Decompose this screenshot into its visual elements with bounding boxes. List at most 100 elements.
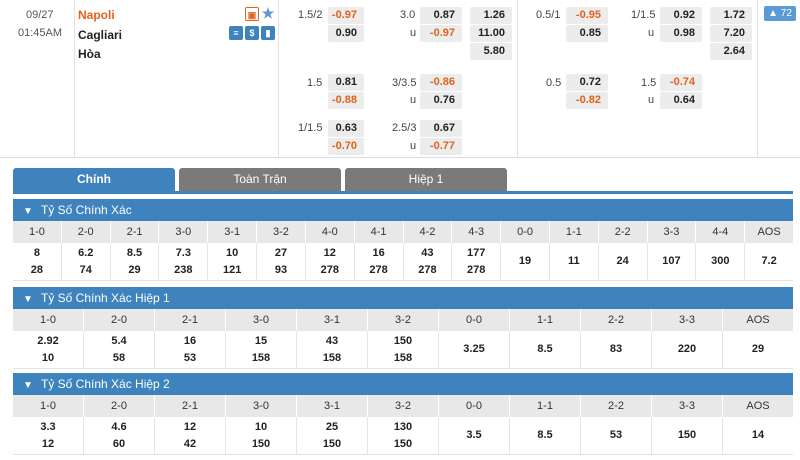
odds-cell[interactable]: 14 [723, 417, 793, 454]
section-header[interactable]: ▼ Tỷ Số Chính Xác [13, 199, 793, 221]
score-header-cell: 1-1 [550, 221, 599, 243]
ft-handicap-home-odds[interactable]: -0.97 [328, 7, 364, 24]
h1-total-over-odds[interactable]: 0.92 [660, 7, 702, 24]
odds-cell[interactable]: 3.25 [439, 331, 510, 368]
stats-icon[interactable]: ≡ [229, 26, 243, 40]
odds-cell[interactable]: 43 278 [404, 243, 453, 280]
ft-handicap-away-odds[interactable]: -0.88 [328, 92, 364, 109]
odds-value: 177 [467, 246, 486, 259]
section-title: Tỷ Số Chính Xác Hiệp 2 [41, 377, 170, 391]
section-title: Tỷ Số Chính Xác [41, 203, 132, 217]
odds-cell[interactable]: 2.92 10 [13, 331, 84, 368]
odds-cell[interactable]: 12 42 [155, 417, 226, 454]
ft-1x2-home-odds[interactable]: 1.26 [470, 7, 512, 24]
h1-total-under-odds[interactable]: 0.98 [660, 25, 702, 42]
odds-cell[interactable]: 16 278 [355, 243, 404, 280]
odds-cell[interactable]: 25 150 [297, 417, 368, 454]
home-team[interactable]: Napoli [78, 8, 115, 22]
odds-value: 10 [254, 420, 268, 433]
odds-secondary-value: 158 [393, 351, 413, 364]
odds-cell[interactable]: 15 158 [226, 331, 297, 368]
odds-cell[interactable]: 53 [581, 417, 652, 454]
ft-1x2-away-odds[interactable]: 11.00 [470, 25, 512, 42]
score-header-row: 1-0 2-0 2-1 3-0 3-1 3-2 0-0 1-1 2-2 3-3 AOS [13, 309, 793, 331]
more-markets-count: 72 [780, 8, 792, 19]
odds-cell[interactable]: 8.5 [510, 331, 581, 368]
odds-cell[interactable]: 8.5 29 [111, 243, 160, 280]
odds-cell[interactable]: 12 278 [306, 243, 355, 280]
tab-main[interactable]: Chính [13, 168, 175, 191]
score-header-cell: 3-1 [208, 221, 258, 243]
ft-total-over-odds[interactable]: 0.67 [420, 120, 462, 137]
h1-handicap-away-odds[interactable]: -0.82 [566, 92, 608, 109]
h1-total-over-odds[interactable]: -0.74 [660, 74, 702, 91]
odds-cell[interactable]: 5.4 58 [84, 331, 155, 368]
odds-value: 150 [393, 334, 413, 347]
odds-cell[interactable]: 19 [501, 243, 550, 280]
ft-total-over-odds[interactable]: 0.87 [420, 7, 462, 24]
odds-cell[interactable]: 10 121 [208, 243, 258, 280]
ft-handicap-away-odds[interactable]: 0.90 [328, 25, 364, 42]
odds-cell[interactable]: 16 53 [155, 331, 226, 368]
h1-total-under-label: u [648, 94, 655, 106]
odds-cell[interactable]: 220 [652, 331, 723, 368]
odds-secondary-value: 93 [274, 263, 288, 276]
odds-secondary-value: 150 [322, 437, 342, 450]
ft-handicap-away-odds[interactable]: -0.70 [328, 138, 364, 155]
live-stream-icon[interactable]: ▣ [245, 7, 259, 21]
odds-value: 130 [393, 420, 413, 433]
tab-full-match[interactable]: Toàn Trận [179, 168, 341, 191]
ft-total-under-odds[interactable]: -0.77 [420, 138, 462, 155]
h1-1x2-draw-odds[interactable]: 2.64 [710, 43, 752, 60]
odds-cell[interactable]: 3.5 [439, 417, 510, 454]
odds-cell[interactable]: 7.3 238 [159, 243, 209, 280]
odds-value: 7.3 [175, 246, 191, 259]
ft-total-over-odds[interactable]: -0.86 [420, 74, 462, 91]
odds-cell[interactable]: 6.2 74 [62, 243, 111, 280]
odds-cell[interactable]: 29 [723, 331, 793, 368]
section-header[interactable]: ▼ Tỷ Số Chính Xác Hiệp 2 [13, 373, 793, 395]
odds-cell[interactable]: 27 93 [257, 243, 306, 280]
odds-cell[interactable]: 10 150 [226, 417, 297, 454]
h1-handicap-home-odds[interactable]: -0.95 [566, 7, 608, 24]
tab-first-half[interactable]: Hiệp 1 [345, 168, 507, 191]
odds-cell[interactable]: 130 150 [368, 417, 439, 454]
section-header[interactable]: ▼ Tỷ Số Chính Xác Hiệp 1 [13, 287, 793, 309]
score-header-cell: 2-0 [84, 309, 155, 331]
odds-secondary-value: 53 [183, 351, 197, 364]
odds-cell[interactable]: 150 [652, 417, 723, 454]
h1-handicap-home-odds[interactable]: 0.72 [566, 74, 608, 91]
ft-total-line: 3.0 [400, 9, 416, 21]
odds-cell[interactable]: 83 [581, 331, 652, 368]
odds-cell[interactable]: 43 158 [297, 331, 368, 368]
odds-cell[interactable]: 24 [599, 243, 648, 280]
odds-value: 24 [616, 255, 629, 267]
ft-handicap-home-odds[interactable]: 0.63 [328, 120, 364, 137]
odds-cell[interactable]: 150 158 [368, 331, 439, 368]
ft-total-under-odds[interactable]: 0.76 [420, 92, 462, 109]
ft-1x2-draw-odds[interactable]: 5.80 [470, 43, 512, 60]
score-header-row: 1-0 2-0 2-1 3-0 3-1 3-2 4-0 4-1 4-2 4-3 0-0 1-1 2-2 3… [13, 221, 793, 243]
odds-cell[interactable]: 300 [696, 243, 746, 280]
favorite-star-icon[interactable]: ★ [261, 5, 275, 21]
away-team[interactable]: Cagliari [78, 28, 123, 42]
ft-handicap-home-odds[interactable]: 0.81 [328, 74, 364, 91]
h1-1x2-away-odds[interactable]: 7.20 [710, 25, 752, 42]
chart-icon[interactable]: ▮ [261, 26, 275, 40]
odds-cell[interactable]: 177 278 [452, 243, 502, 280]
odds-cell[interactable]: 3.3 12 [13, 417, 84, 454]
odds-cell[interactable]: 11 [550, 243, 599, 280]
h1-total-under-odds[interactable]: 0.64 [660, 92, 702, 109]
score-header-cell: 0-0 [439, 395, 510, 417]
odds-cell[interactable]: 107 [648, 243, 697, 280]
odds-cell[interactable]: 8 28 [13, 243, 62, 280]
more-markets-button[interactable]: ▲ 72 [764, 6, 796, 21]
odds-value: 3.25 [463, 343, 485, 355]
odds-cell[interactable]: 4.6 60 [84, 417, 155, 454]
dollar-icon[interactable]: $ [245, 26, 259, 40]
odds-cell[interactable]: 7.2 [745, 243, 793, 280]
h1-handicap-away-odds[interactable]: 0.85 [566, 25, 608, 42]
ft-total-under-odds[interactable]: -0.97 [420, 25, 462, 42]
h1-1x2-home-odds[interactable]: 1.72 [710, 7, 752, 24]
odds-cell[interactable]: 8.5 [510, 417, 581, 454]
